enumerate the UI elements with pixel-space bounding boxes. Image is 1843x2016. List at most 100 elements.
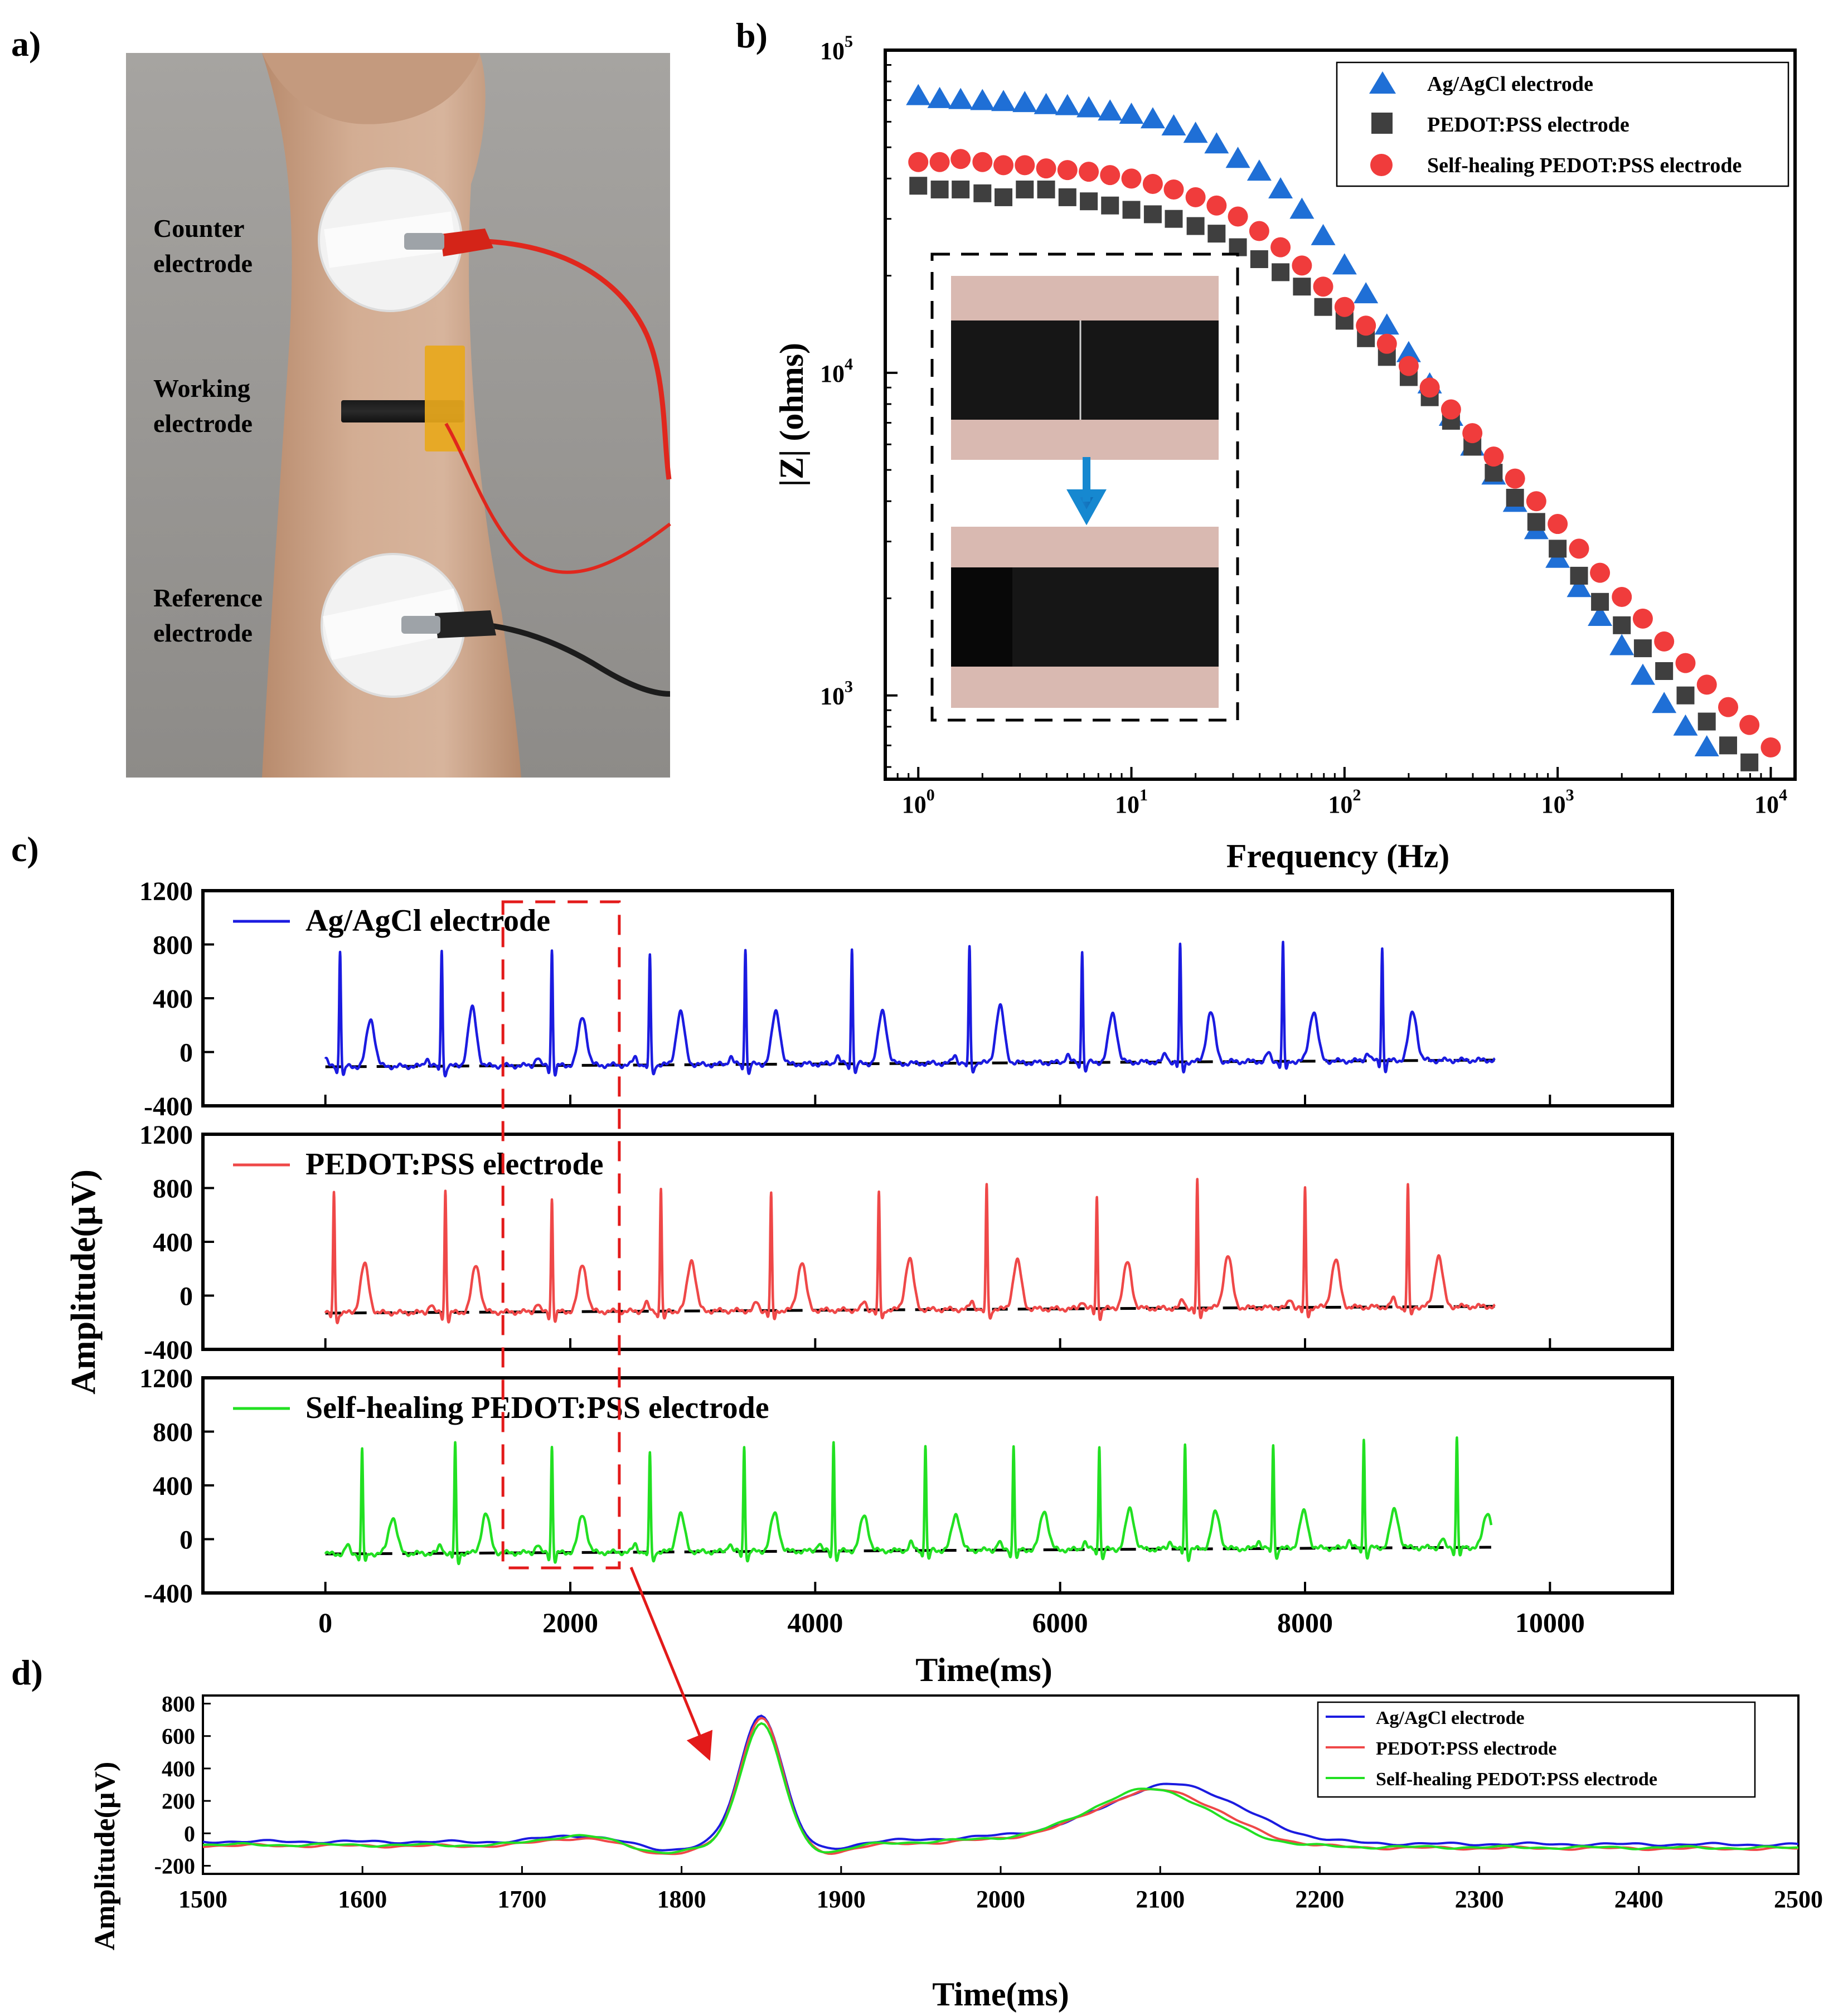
b-point-s1-32	[1591, 592, 1609, 611]
c-ytick-0-3: 800	[153, 931, 193, 960]
b-point-s2-39	[1739, 715, 1760, 735]
d-xtick-0: 1500	[178, 1886, 227, 1913]
b-point-s1-31	[1570, 566, 1588, 585]
b-point-s1-3	[973, 184, 992, 202]
plot-b-frame	[884, 48, 1797, 781]
b-point-s2-7	[1057, 160, 1078, 181]
legend-square-icon	[1371, 113, 1393, 134]
b-point-s0-9	[1098, 99, 1123, 121]
d-xtick-2: 1700	[497, 1886, 546, 1913]
plot-c-xlabel: Time(ms)	[915, 1651, 1053, 1688]
panel-c-label: c)	[11, 829, 39, 869]
legend-d-1: PEDOT:PSS electrode	[1376, 1738, 1557, 1759]
svg-text:electrode: electrode	[153, 249, 253, 278]
c-ytick-1-2: 400	[153, 1228, 193, 1257]
d-xtick-4: 1900	[817, 1886, 866, 1913]
c-legend-2: Self-healing PEDOT:PSS electrode	[305, 1391, 769, 1425]
b-point-s2-24	[1419, 377, 1440, 398]
b-point-s1-6	[1037, 180, 1055, 198]
b-point-s0-36	[1673, 714, 1698, 736]
d-xtick-3: 1800	[657, 1886, 706, 1913]
b-point-s2-19	[1313, 276, 1333, 297]
b-point-s0-5	[1012, 91, 1037, 113]
b-point-s2-35	[1654, 631, 1675, 652]
d-series-line-0	[202, 1714, 1799, 1852]
b-point-s2-34	[1632, 608, 1653, 629]
plot-d-lines	[202, 1714, 1799, 1855]
b-point-s1-29	[1527, 513, 1545, 531]
b-point-s2-28	[1505, 468, 1525, 489]
c-ytick-1-4: 1200	[139, 1120, 193, 1150]
c-ytick-2-2: 400	[153, 1471, 193, 1501]
c-ytick-0-1: 0	[180, 1038, 193, 1068]
panel-b-label: b)	[736, 16, 768, 55]
d-ytick-5: 800	[162, 1692, 195, 1717]
b-point-s0-37	[1694, 735, 1719, 756]
zoom-arrow-icon	[629, 1567, 713, 1761]
d-ytick-2: 200	[162, 1789, 195, 1814]
b-point-s0-6	[1034, 93, 1059, 114]
b-point-s0-22	[1374, 313, 1399, 335]
b-point-s2-8	[1079, 162, 1099, 182]
legend-b-1: PEDOT:PSS electrode	[1427, 113, 1629, 137]
plot-d-ylabel: Amplitude(μV)	[89, 1762, 121, 1951]
b-point-s1-34	[1633, 639, 1652, 658]
b-point-s1-37	[1698, 712, 1716, 731]
d-xtick-10: 2500	[1774, 1886, 1823, 1913]
b-point-s0-32	[1588, 605, 1613, 626]
b-point-s2-25	[1441, 399, 1461, 420]
b-point-s0-7	[1055, 94, 1080, 115]
legend-d-0: Ag/AgCl electrode	[1376, 1708, 1525, 1728]
b-point-s2-9	[1100, 165, 1121, 186]
c-legend-0: Ag/AgCl electrode	[305, 903, 550, 938]
c-series-line-0	[324, 940, 1496, 1078]
b-point-s2-16	[1249, 221, 1269, 241]
b-point-s2-27	[1483, 446, 1504, 467]
plot-c-ylabel: Amplitude(μV)	[65, 1169, 103, 1395]
b-point-s0-13	[1183, 122, 1208, 143]
b-xtick-0: 100	[902, 786, 935, 818]
plot-b-ylabel: |Z| (ohms)	[773, 343, 810, 487]
b-point-s2-17	[1270, 237, 1291, 258]
arm-photo	[126, 53, 672, 778]
b-point-s2-33	[1612, 586, 1632, 607]
b-point-s0-14	[1204, 132, 1229, 154]
b-point-s2-40	[1760, 737, 1781, 757]
b-point-s0-20	[1332, 253, 1357, 275]
photo-label-counter: Counter electrode	[153, 214, 253, 278]
plot-c-2: -400 0 400 800 1200 0 2000 4000 6000 8000 10000 Sel…	[139, 1364, 1674, 1638]
svg-text:electrode: electrode	[153, 619, 253, 647]
b-point-s1-30	[1549, 540, 1567, 558]
b-point-s1-13	[1186, 217, 1205, 235]
b-point-s1-39	[1740, 753, 1759, 771]
b-point-s2-13	[1185, 187, 1206, 207]
b-point-s1-16	[1250, 250, 1268, 268]
b-point-s1-28	[1506, 488, 1524, 507]
d-ytick-0: -200	[154, 1853, 195, 1878]
b-xtick-3: 103	[1541, 786, 1574, 818]
c-zoom-window	[501, 900, 621, 1570]
c-ytick-0-2: 400	[153, 984, 193, 1014]
b-point-s2-11	[1142, 173, 1163, 194]
photo-label-reference: Reference electrode	[153, 584, 263, 647]
svg-text:Counter: Counter	[153, 214, 245, 242]
b-point-s0-2	[948, 88, 973, 109]
c-ytick-2-4: 1200	[139, 1364, 193, 1393]
b-point-s1-7	[1058, 188, 1076, 206]
c-ytick-1-1: 0	[180, 1282, 193, 1311]
b-point-s0-17	[1268, 177, 1293, 198]
b-point-s2-38	[1718, 697, 1738, 717]
b-ytick-0: 103	[820, 678, 853, 710]
b-point-s1-11	[1143, 205, 1162, 224]
c-ytick-2-3: 800	[153, 1418, 193, 1447]
c-ytick-1-3: 800	[153, 1174, 193, 1204]
c-xtick-0: 0	[318, 1607, 332, 1638]
legend-d-2: Self-healing PEDOT:PSS electrode	[1376, 1769, 1657, 1790]
legend-b-2: Self-healing PEDOT:PSS electrode	[1427, 154, 1742, 177]
b-point-s1-0	[909, 177, 928, 195]
d-xtick-5: 2000	[976, 1886, 1025, 1913]
b-point-s0-0	[906, 84, 931, 105]
b-point-s1-10	[1122, 201, 1141, 219]
panel-c: c) -400 0 400 800 1200 Ag/AgCl electrode -400 0…	[11, 829, 1674, 1688]
b-point-s0-19	[1311, 224, 1336, 245]
